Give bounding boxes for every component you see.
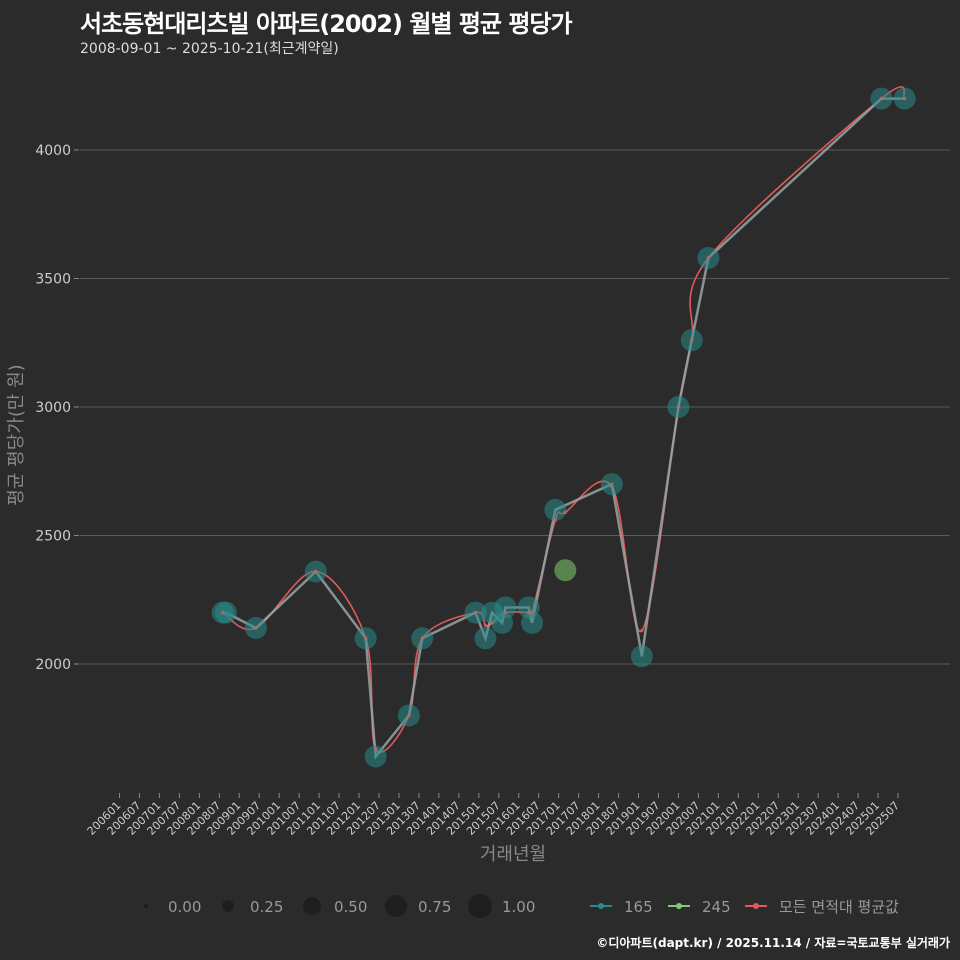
size-legend-label: 0.00 bbox=[168, 898, 201, 916]
size-legend-label: 0.75 bbox=[418, 898, 451, 916]
avg-point bbox=[526, 610, 531, 615]
chart-subtitle: 2008-09-01 ~ 2025-10-21(최근계약일) bbox=[80, 41, 339, 57]
series-legend-dot bbox=[598, 903, 604, 909]
series-legend-dot bbox=[753, 903, 759, 909]
series-165-point bbox=[214, 601, 237, 624]
series-165-point bbox=[521, 611, 544, 634]
size-legend-dot bbox=[144, 904, 148, 908]
avg-point bbox=[373, 747, 378, 751]
avg-point bbox=[407, 713, 411, 718]
series-165-point bbox=[544, 498, 567, 521]
avg-point bbox=[503, 610, 508, 615]
source-caption: ©디아파트(dapt.kr) / 2025.11.14 / 자료=국토교통부 실… bbox=[596, 936, 950, 950]
series-165-point bbox=[474, 627, 497, 650]
avg-point bbox=[420, 636, 425, 641]
series-165-point bbox=[600, 473, 623, 496]
avg-point bbox=[254, 626, 258, 630]
avg-point bbox=[610, 484, 614, 489]
avg-point bbox=[676, 405, 681, 409]
y-tick-label: 3000 bbox=[35, 400, 71, 416]
y-tick-label: 4000 bbox=[35, 143, 71, 159]
y-tick-label: 2000 bbox=[35, 657, 71, 673]
avg-point bbox=[640, 628, 644, 633]
series-165-point bbox=[630, 645, 653, 668]
x-axis-title: 거래년월 bbox=[480, 844, 546, 865]
avg-point bbox=[706, 256, 711, 260]
avg-point bbox=[563, 510, 568, 515]
avg-point bbox=[483, 623, 488, 628]
series-165-point bbox=[364, 745, 387, 768]
avg-point bbox=[689, 338, 694, 342]
avg-point bbox=[473, 610, 478, 615]
avg-point bbox=[220, 610, 225, 615]
series-legend-dot bbox=[676, 903, 682, 909]
size-legend-dot bbox=[468, 894, 492, 918]
size-legend-dot bbox=[303, 897, 321, 915]
series-165-line bbox=[222, 97, 905, 760]
size-legend-label: 1.00 bbox=[502, 898, 535, 916]
avg-point bbox=[363, 636, 368, 641]
series-legend-label: 모든 면적대 평균값 bbox=[779, 898, 899, 916]
avg-point bbox=[490, 621, 494, 625]
size-legend-label: 0.50 bbox=[334, 898, 367, 916]
avg-point bbox=[553, 518, 558, 522]
series-245-point bbox=[554, 559, 577, 582]
series-legend-label: 245 bbox=[702, 898, 731, 916]
avg-point bbox=[530, 610, 534, 615]
size-legend-label: 0.25 bbox=[250, 898, 283, 916]
y-axis-title: 평균 평당가(만 원) bbox=[6, 364, 27, 505]
y-tick-label: 2500 bbox=[35, 529, 71, 545]
series-legend-label: 165 bbox=[624, 898, 653, 916]
y-tick-label: 3500 bbox=[35, 272, 71, 288]
size-legend-dot bbox=[222, 900, 234, 912]
avg-point bbox=[879, 96, 884, 101]
avg-point bbox=[902, 96, 907, 101]
avg-line bbox=[222, 85, 906, 753]
avg-point bbox=[313, 569, 318, 574]
series-165-point bbox=[494, 596, 517, 619]
size-legend-dot bbox=[385, 895, 407, 917]
chart-title: 서초동현대리츠빌 아파트(2002) 월별 평균 평당가 bbox=[80, 10, 573, 38]
